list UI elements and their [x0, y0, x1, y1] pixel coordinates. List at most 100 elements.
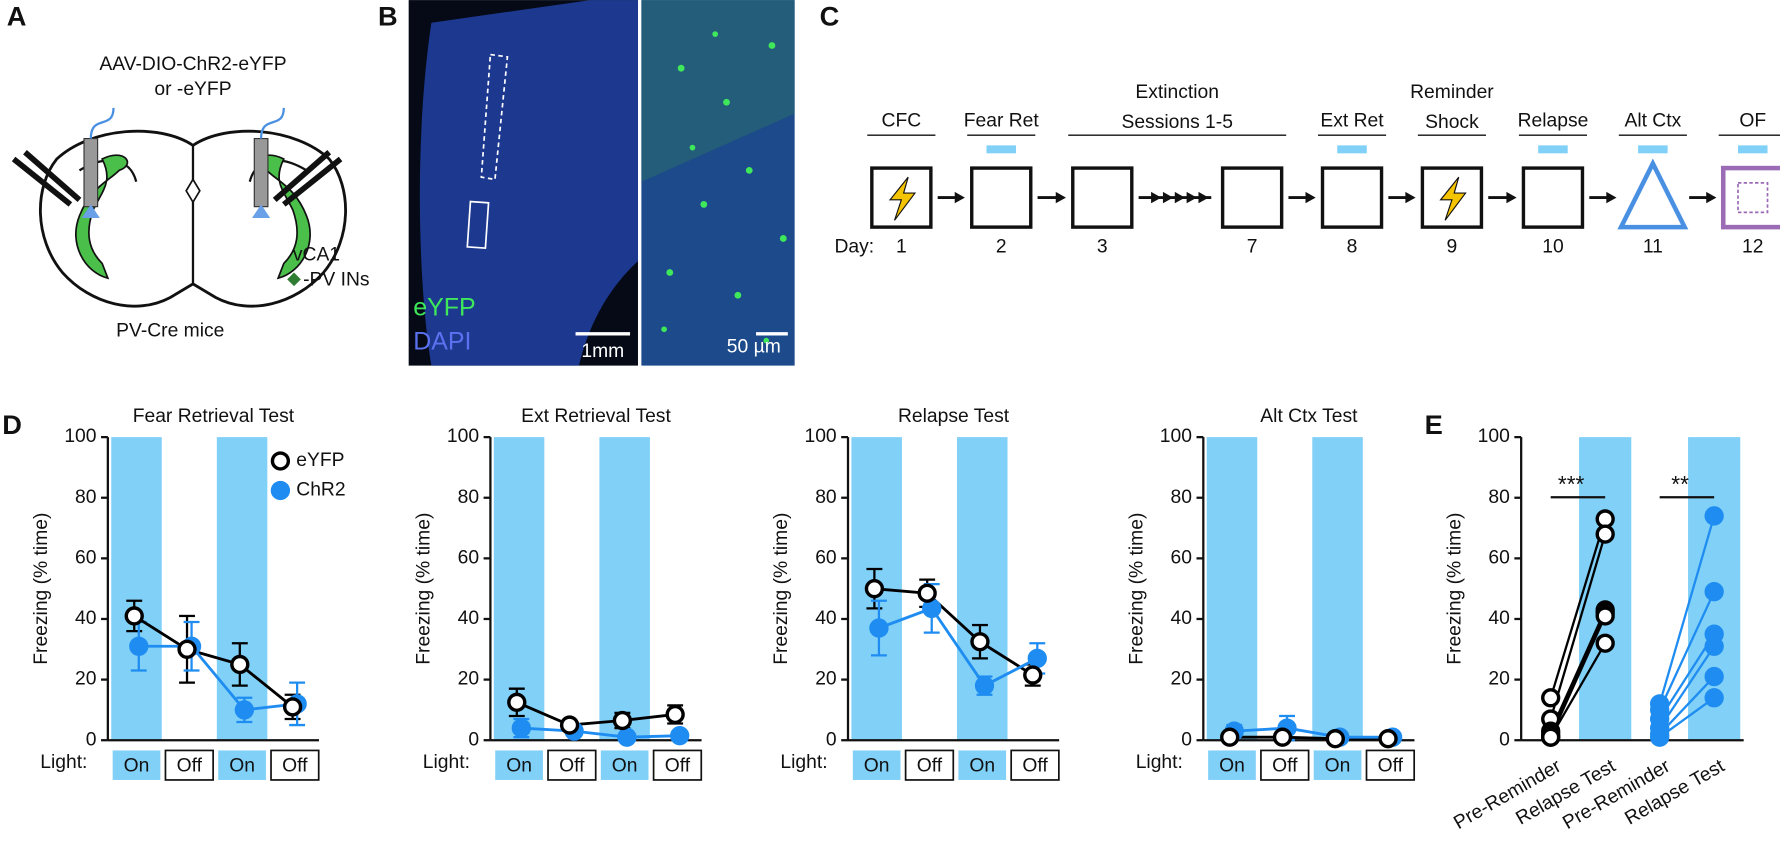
light-box	[600, 750, 649, 780]
day-number: 12	[1742, 237, 1763, 258]
x-axis-label: Light:	[1136, 752, 1183, 773]
pair-line	[1549, 533, 1607, 720]
context-icon	[1617, 158, 1689, 230]
data-point	[1650, 727, 1670, 747]
y-tick-label: 40	[815, 608, 836, 629]
optic-fiber	[253, 137, 269, 208]
stage-label: Reminder	[1410, 82, 1494, 103]
fiber-track	[480, 53, 509, 181]
legend-marker	[270, 451, 291, 471]
day-number: 2	[996, 237, 1007, 258]
data-point	[970, 632, 990, 652]
cell-label: -PV INs	[303, 270, 369, 291]
light-on-band	[216, 437, 268, 741]
y-tick-label: 0	[826, 729, 837, 750]
data-point	[1704, 688, 1724, 708]
light-box	[495, 750, 543, 780]
arrow-head	[1706, 191, 1717, 204]
data-point	[1704, 636, 1724, 656]
panel-letter: D	[2, 409, 22, 440]
y-tick-label: 80	[815, 487, 836, 508]
y-tick-label: 60	[75, 547, 96, 568]
context-icon	[1737, 181, 1769, 214]
zoom-box	[466, 200, 490, 250]
y-tick-label: 20	[815, 669, 836, 690]
syringe	[11, 150, 82, 207]
data-point	[559, 715, 580, 735]
context-icon	[1521, 166, 1585, 229]
scale-label: 1mm	[581, 341, 624, 362]
light-box	[1313, 750, 1362, 780]
fiber-cable	[259, 107, 285, 139]
arrow-head	[1198, 191, 1209, 204]
data-point	[1325, 729, 1345, 749]
y-tick-label: 20	[458, 669, 479, 690]
arrow-head	[1174, 191, 1186, 204]
chart-title: Relapse Test	[898, 406, 1010, 427]
y-tick-label: 60	[458, 547, 479, 568]
arrow-head	[954, 191, 965, 204]
y-tick-label: 20	[1171, 669, 1192, 690]
light-box	[164, 749, 214, 781]
optic-fiber	[83, 137, 99, 208]
data-point	[1595, 524, 1615, 544]
stage-label: Relapse	[1518, 111, 1589, 132]
x-tick-label: On	[124, 755, 150, 776]
arrow-head	[1606, 191, 1617, 204]
panel-letter: B	[378, 0, 398, 31]
light-on-band	[111, 437, 162, 741]
light-cone	[81, 204, 100, 219]
stain-label: eYFP	[413, 293, 475, 321]
y-tick-label: 100	[1160, 426, 1192, 447]
x-tick-label: On	[506, 755, 532, 776]
pair-line	[1549, 518, 1607, 699]
y-tick-label: 60	[1171, 547, 1192, 568]
legend-label: eYFP	[296, 450, 344, 471]
arrow-head	[1506, 191, 1517, 204]
data-point	[230, 654, 250, 675]
stage-label: Alt Ctx	[1624, 111, 1681, 132]
legend-label: ChR2	[296, 480, 345, 501]
light-on-band	[1312, 437, 1363, 741]
data-point	[917, 583, 937, 603]
light-box	[218, 750, 266, 780]
arrow-head	[1186, 191, 1197, 204]
light-box	[270, 749, 320, 781]
tissue-zoom	[641, 0, 795, 182]
light-box	[652, 749, 703, 781]
data-point	[869, 618, 889, 638]
tissue	[419, 0, 638, 366]
light-box	[1260, 749, 1310, 781]
panel-c: Day: CFC 1 Fear Ret 2 Extinction Sessions 1-5 3…	[834, 82, 1780, 258]
mice-label: PV-Cre mice	[116, 321, 224, 342]
pair-line	[1658, 645, 1716, 729]
light-on-band	[599, 437, 650, 741]
y-tick-label: 60	[1488, 547, 1509, 568]
x-tick-label: Off	[177, 755, 203, 776]
context-icon	[1220, 166, 1284, 229]
data-point	[511, 718, 531, 738]
arrow-head	[1405, 191, 1416, 204]
light-indicator	[1538, 145, 1568, 154]
series-line	[1229, 735, 1389, 741]
pair-line	[1549, 609, 1607, 732]
pair-line	[1658, 515, 1716, 705]
fiber-cable	[89, 107, 115, 139]
y-tick-label: 100	[1478, 426, 1510, 447]
y-tick-label: 80	[1171, 487, 1192, 508]
x-tick-label: On	[969, 755, 995, 776]
stage-label: OF	[1739, 111, 1766, 132]
y-tick-label: 20	[1488, 669, 1509, 690]
day-label: Day:	[834, 237, 874, 258]
x-axis-label: Light:	[423, 752, 470, 773]
day-number: 10	[1542, 237, 1563, 258]
y-tick-label: 20	[75, 669, 96, 690]
y-axis-label: Freezing (% time)	[1444, 513, 1465, 665]
pair-line	[1549, 612, 1607, 735]
day-number: 1	[896, 237, 907, 258]
data-point	[1378, 729, 1398, 749]
data-point	[1704, 666, 1724, 687]
x-tick-label: Off	[559, 755, 585, 776]
data-point	[1272, 727, 1293, 747]
